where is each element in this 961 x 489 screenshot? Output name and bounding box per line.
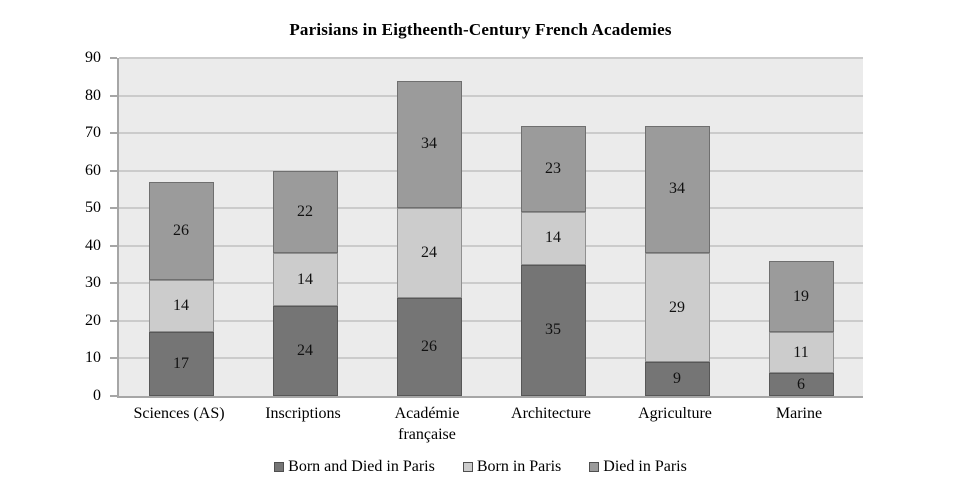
y-tick-mark [110,357,117,360]
y-tick-label: 90 [85,49,101,66]
segment-value-label: 17 [173,355,189,373]
segment-value-label: 22 [297,203,313,220]
y-tick-mark [110,395,117,397]
bar-segment: 14 [520,212,586,265]
y-tick-mark [110,132,117,135]
stacked-bar-3: 26 24 34 [396,80,462,396]
legend-item: Died in Paris [589,457,687,476]
gridline [119,132,863,135]
gridline [119,244,863,247]
gridline [119,94,863,97]
y-tick-label: 0 [93,387,101,404]
y-tick-label: 50 [85,199,101,217]
gridline [119,357,863,360]
legend-item: Born and Died in Paris [274,457,435,476]
gridline [119,169,863,172]
bar-segment: 9 [644,362,710,396]
legend-label: Died in Paris [603,458,687,475]
x-category-label: Sciences (AS) [133,405,225,422]
segment-value-label: 26 [421,338,437,356]
gridline [119,319,863,322]
bar-segment: 23 [520,125,586,212]
x-category-label: Inscriptions [265,405,341,422]
y-tick-mark [110,282,117,285]
bar-segment: 26 [396,298,462,396]
segment-value-label: 23 [545,159,561,177]
bar-segment: 17 [148,332,214,396]
segment-value-label: 34 [421,135,437,153]
bar-segment: 34 [396,80,462,209]
segment-value-label: 29 [669,298,685,316]
segment-value-label: 24 [421,244,437,262]
legend-swatch-icon [462,462,473,473]
bar-segment: 19 [768,260,834,333]
bar-segment: 6 [768,373,834,396]
bar-segment: 24 [396,208,462,299]
segment-value-label: 14 [297,270,313,288]
y-tick-mark [110,207,117,210]
y-tick-label: 30 [85,274,101,292]
bar-segment: 29 [644,253,710,363]
legend-label: Born and Died in Paris [288,458,435,475]
segment-value-label: 26 [173,221,189,239]
y-tick-mark [110,244,117,247]
y-tick-mark [110,169,117,172]
segment-value-label: 14 [545,229,561,247]
segment-value-label: 11 [793,343,809,361]
bar-segment: 14 [272,253,338,306]
y-tick-label: 70 [85,124,101,142]
x-category-label: Académie française [394,405,460,443]
stacked-bar-4: 35 14 23 [520,125,586,396]
legend-swatch-icon [589,462,600,473]
x-category-label: Agriculture [638,405,712,422]
y-tick-label: 10 [85,349,101,367]
legend-item: Born in Paris [462,457,562,476]
segment-value-label: 24 [297,341,313,359]
stacked-bar-6: 6 11 19 [768,260,834,396]
x-axis: Sciences (AS) Inscriptions Académie frança… [117,404,861,448]
chart-title: Parisians in Eigtheenth-Century French A… [289,20,672,39]
segment-value-label: 35 [545,321,561,339]
bar-segment: 35 [520,264,586,396]
segment-value-label: 9 [673,370,681,388]
segment-value-label: 14 [173,296,189,314]
stacked-bar-2: 24 14 22 [272,170,338,396]
y-tick-mark [110,319,117,322]
bar-segment: 24 [272,305,338,396]
y-tick-mark [110,57,117,59]
gridline [119,282,863,285]
legend-label: Born in Paris [476,458,562,475]
bar-segment: 14 [148,279,214,333]
y-tick-mark [110,94,117,97]
y-tick-label: 60 [85,161,101,179]
gridline [119,207,863,210]
legend: Born and Died in Paris Born in Paris Died … [0,457,961,476]
segment-value-label: 34 [669,180,685,198]
plot-area: 17 14 26 24 14 22 26 24 34 35 14 23 9 29 34 6 11 19 [117,57,863,398]
segment-value-label: 6 [797,375,805,393]
stacked-bar-5: 9 29 34 [644,125,710,396]
bar-segment: 34 [644,125,710,254]
y-tick-label: 80 [85,86,101,104]
segment-value-label: 19 [793,287,809,305]
stacked-bar-1: 17 14 26 [148,181,214,396]
y-tick-label: 40 [85,236,101,254]
bar-segment: 22 [272,170,338,254]
legend-swatch-icon [274,462,285,473]
y-tick-label: 20 [85,311,101,329]
gridline [119,57,863,59]
bar-segment: 26 [148,181,214,280]
x-category-label: Marine [775,405,823,422]
y-axis: 0 10 20 30 40 50 60 70 80 90 [0,50,117,404]
bar-segment: 11 [768,332,834,374]
x-category-label: Architecture [511,405,591,422]
